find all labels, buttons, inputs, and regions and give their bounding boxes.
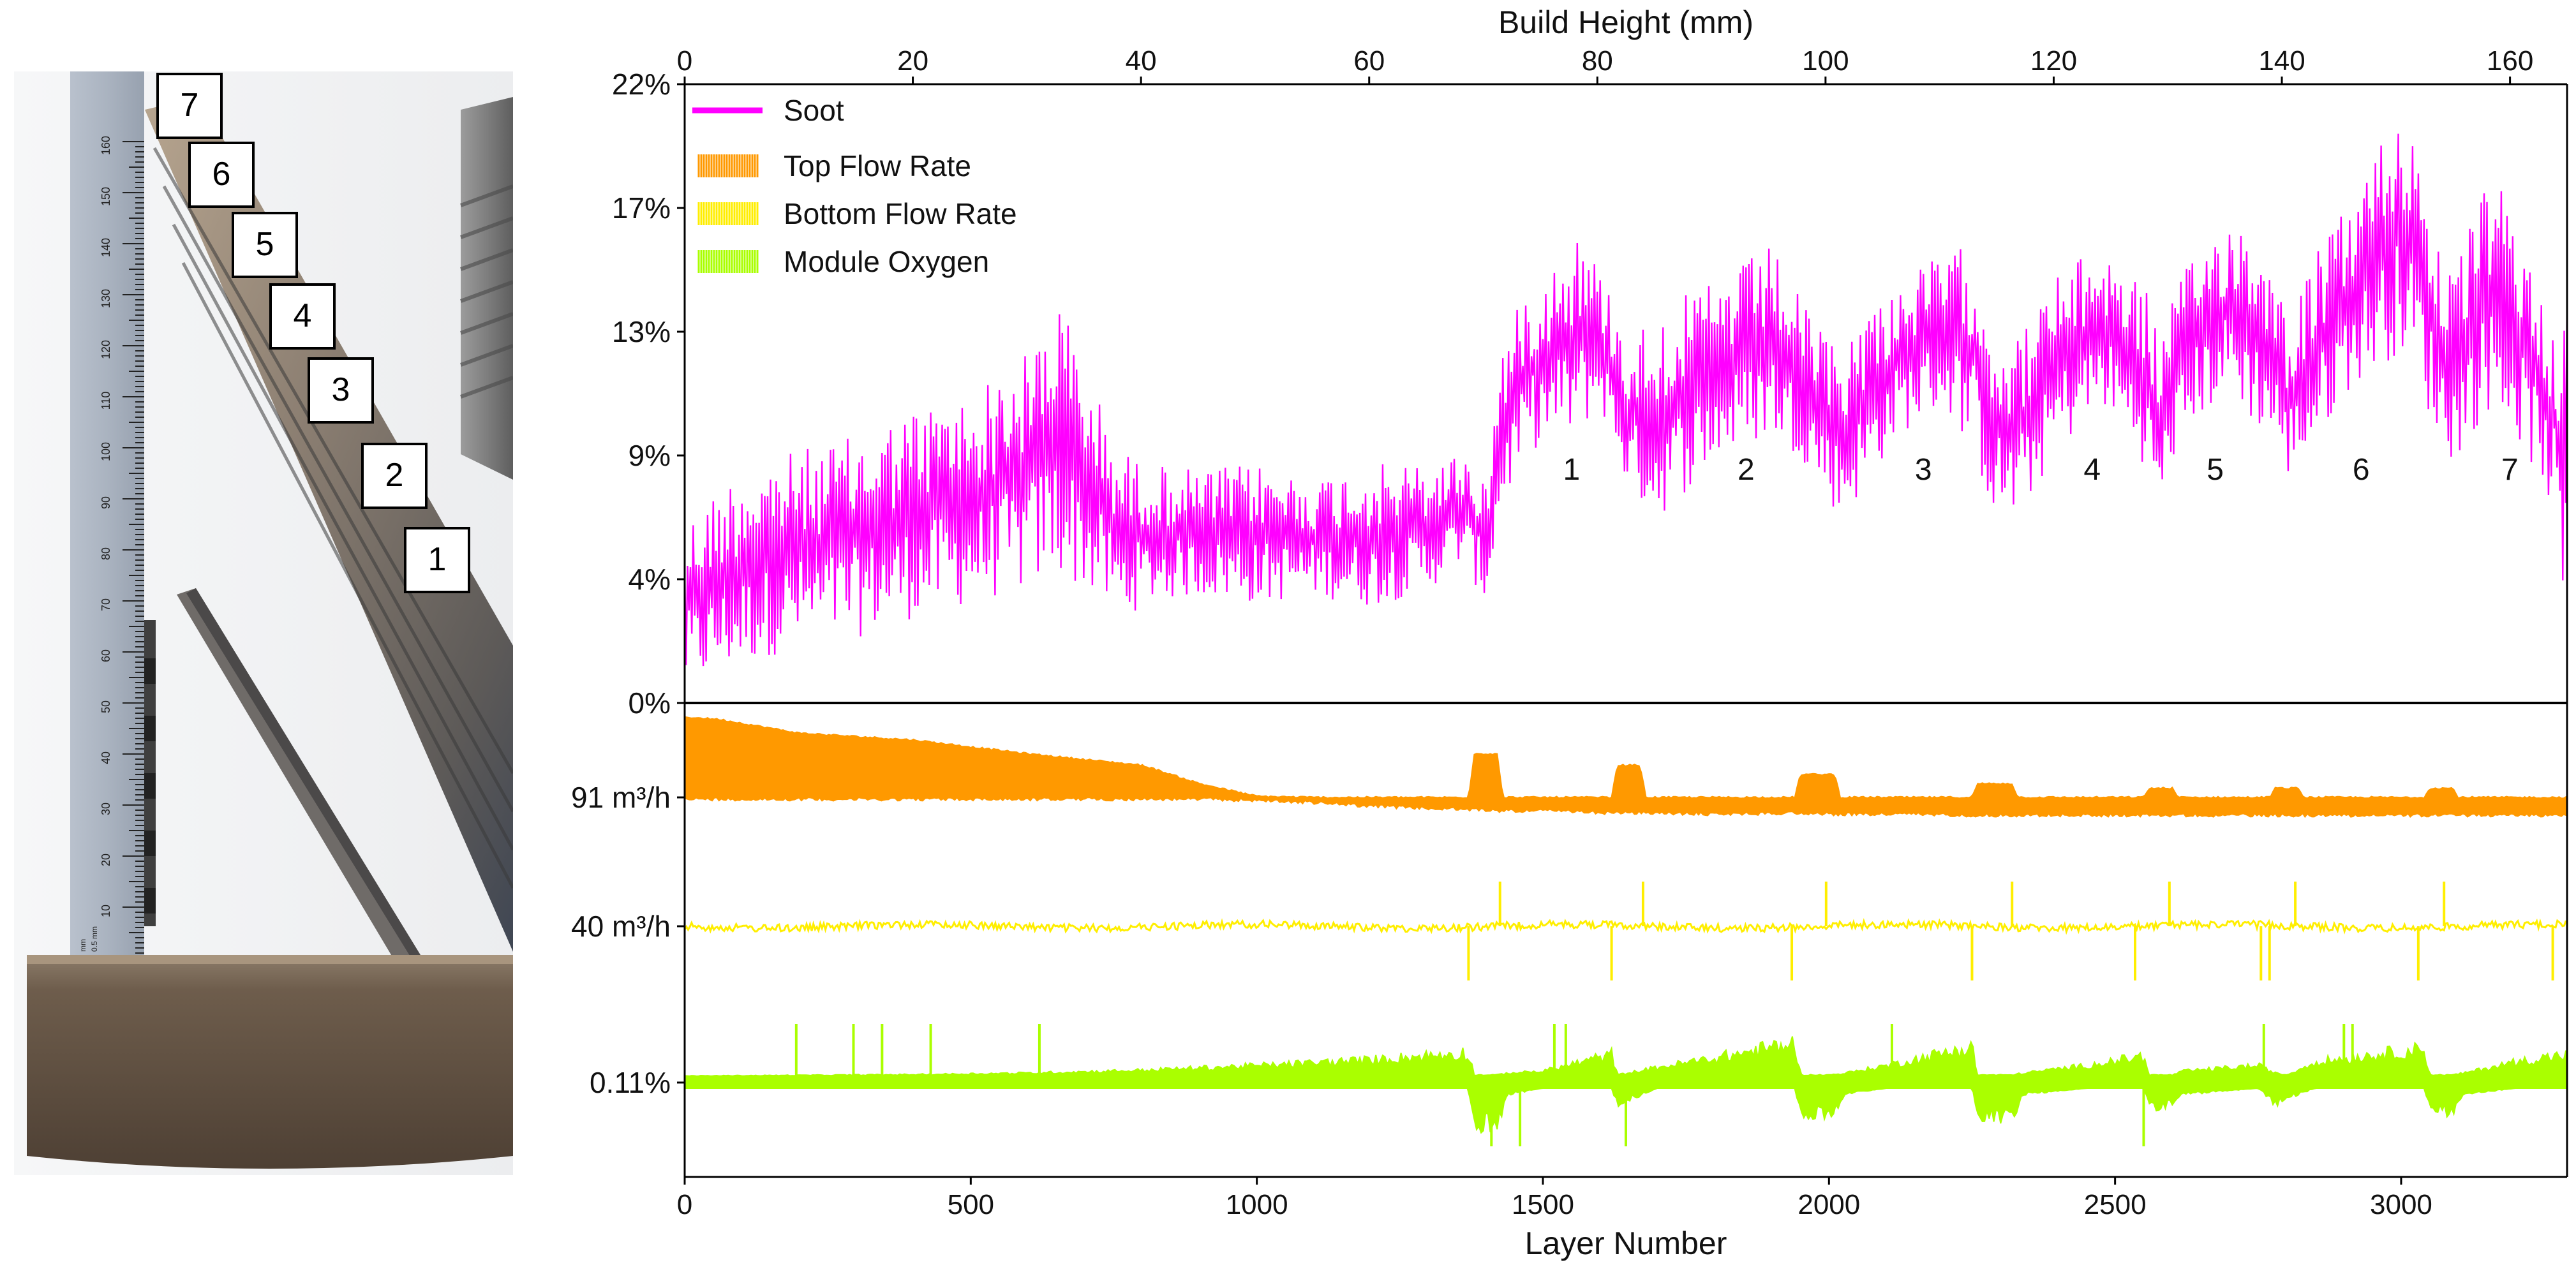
top-tick-label: 140 bbox=[2258, 45, 2305, 77]
ruler-number: 80 bbox=[100, 547, 112, 560]
inclined-part bbox=[145, 97, 513, 952]
photo-section-box: 2 bbox=[361, 443, 428, 509]
photo-section-box-label: 5 bbox=[256, 226, 274, 263]
lower-tick-label: 0.11% bbox=[590, 1066, 671, 1099]
ruler-number: 50 bbox=[100, 700, 112, 713]
ruler-number: 10 bbox=[100, 905, 112, 917]
ruler-number: 20 bbox=[100, 854, 112, 866]
photo-section-box-label: 2 bbox=[385, 457, 404, 494]
ruler-number: 30 bbox=[100, 802, 112, 815]
section-label: 6 bbox=[2353, 453, 2370, 487]
soot-tick-label: 17% bbox=[612, 191, 671, 225]
top-tick-label: 40 bbox=[1126, 45, 1157, 77]
build-plate bbox=[27, 958, 513, 1169]
top-axis-title: Build Height (mm) bbox=[1498, 4, 1753, 40]
section-label: 1 bbox=[1563, 453, 1580, 487]
ruler-number: 90 bbox=[100, 496, 112, 509]
soot-tick-label: 13% bbox=[612, 315, 671, 348]
legend-swatch bbox=[697, 154, 759, 177]
section-label: 7 bbox=[2501, 453, 2519, 487]
ruler-number: 60 bbox=[100, 649, 112, 662]
axes bbox=[683, 83, 2568, 1178]
soot-tick-label: 4% bbox=[629, 563, 671, 596]
legend-label: Top Flow Rate bbox=[784, 149, 971, 182]
top-tick-label: 120 bbox=[2030, 45, 2077, 77]
section-labels: 1 2 3 4 5 6 7 bbox=[1563, 453, 2518, 487]
section-label: 4 bbox=[2083, 453, 2101, 487]
ruler-number: 130 bbox=[100, 289, 112, 308]
ruler bbox=[70, 71, 144, 958]
photo-section-box-label: 7 bbox=[181, 87, 199, 124]
photo-section-box-frame bbox=[156, 73, 223, 139]
legend-label: Soot bbox=[784, 94, 844, 127]
module-oxygen-series bbox=[684, 1024, 2567, 1146]
photo-section-box-frame bbox=[188, 142, 255, 208]
photo-section-box-label: 4 bbox=[294, 297, 312, 334]
photo-section-box: 3 bbox=[308, 357, 374, 424]
photo-section-box-frame bbox=[232, 212, 298, 278]
ruler-number: 40 bbox=[100, 751, 112, 764]
x-tick-label: 2000 bbox=[1798, 1189, 1860, 1220]
x-axis-title: Layer Number bbox=[1525, 1225, 1727, 1261]
legend-swatch bbox=[697, 202, 759, 225]
ruler-number: 110 bbox=[100, 392, 112, 410]
sample-photo: 160 150 140 130 120 110 100 90 80 70 60 50 40 30 20 10 m… bbox=[14, 71, 513, 1175]
photo-section-box-frame bbox=[404, 527, 470, 593]
top-tick-label: 100 bbox=[1802, 45, 1849, 77]
top-flow-rate-series bbox=[684, 716, 2567, 818]
legend-label: Bottom Flow Rate bbox=[784, 197, 1017, 230]
x-tick-label: 3000 bbox=[2370, 1189, 2432, 1220]
bottom-flow-rate-series bbox=[683, 882, 2567, 980]
section-label: 3 bbox=[1915, 453, 1932, 487]
legend-swatch bbox=[697, 250, 759, 273]
x-tick-label: 2500 bbox=[2084, 1189, 2147, 1220]
photo-section-box: 6 bbox=[188, 142, 255, 208]
legend-label: Module Oxygen bbox=[784, 245, 989, 278]
x-tick-label: 1500 bbox=[1512, 1189, 1574, 1220]
photo-section-box: 5 bbox=[232, 212, 298, 278]
ruler-number: 70 bbox=[100, 598, 112, 611]
section-label: 5 bbox=[2207, 453, 2224, 487]
soot-series bbox=[683, 133, 2568, 667]
photo-section-box-label: 6 bbox=[212, 156, 231, 193]
soot-tick-label: 9% bbox=[629, 439, 671, 472]
top-tick-label: 0 bbox=[677, 45, 692, 77]
legend: Soot Top Flow Rate Bottom Flow Rate Module … bbox=[692, 94, 1017, 278]
photo-section-box-frame bbox=[308, 357, 374, 424]
ruler-small-text: 0.5 mm bbox=[90, 926, 99, 952]
ruler-number: 120 bbox=[100, 340, 112, 359]
ruler-number: 140 bbox=[100, 238, 112, 257]
x-tick-label: 500 bbox=[948, 1189, 994, 1220]
photo-section-box-label: 1 bbox=[428, 541, 447, 578]
photo-section-box-label: 3 bbox=[332, 371, 350, 408]
soot-tick-label: 0% bbox=[629, 686, 671, 720]
photo-illustration: 160 150 140 130 120 110 100 90 80 70 60 50 40 30 20 10 m… bbox=[14, 71, 513, 1175]
top-tick-label: 80 bbox=[1582, 45, 1613, 77]
top-flow-area bbox=[684, 716, 2567, 818]
top-tick-label: 160 bbox=[2487, 45, 2533, 77]
soot-line bbox=[683, 133, 2568, 667]
lower-tick-label: 91 m³/h bbox=[571, 781, 671, 814]
section-label: 2 bbox=[1738, 453, 1755, 487]
top-tick-label: 60 bbox=[1353, 45, 1385, 77]
x-tick-label: 1000 bbox=[1226, 1189, 1288, 1220]
photo-section-box: 1 bbox=[404, 527, 470, 593]
ruler-number: 160 bbox=[100, 136, 112, 155]
ruler-small-text: mm bbox=[78, 939, 87, 952]
bottom-flow-line bbox=[683, 918, 2567, 935]
photo-section-box: 7 bbox=[156, 73, 223, 139]
photo-section-box-frame bbox=[269, 283, 336, 350]
lower-tick-label: 40 m³/h bbox=[571, 910, 671, 943]
soot-tick-label: 22% bbox=[612, 68, 671, 101]
ruler-number: 150 bbox=[100, 187, 112, 206]
top-tick-label: 20 bbox=[897, 45, 928, 77]
ruler-number: 100 bbox=[100, 442, 112, 461]
photo-section-box-frame bbox=[361, 443, 428, 509]
x-tick-label: 0 bbox=[677, 1189, 692, 1220]
photo-section-box: 4 bbox=[269, 283, 336, 350]
